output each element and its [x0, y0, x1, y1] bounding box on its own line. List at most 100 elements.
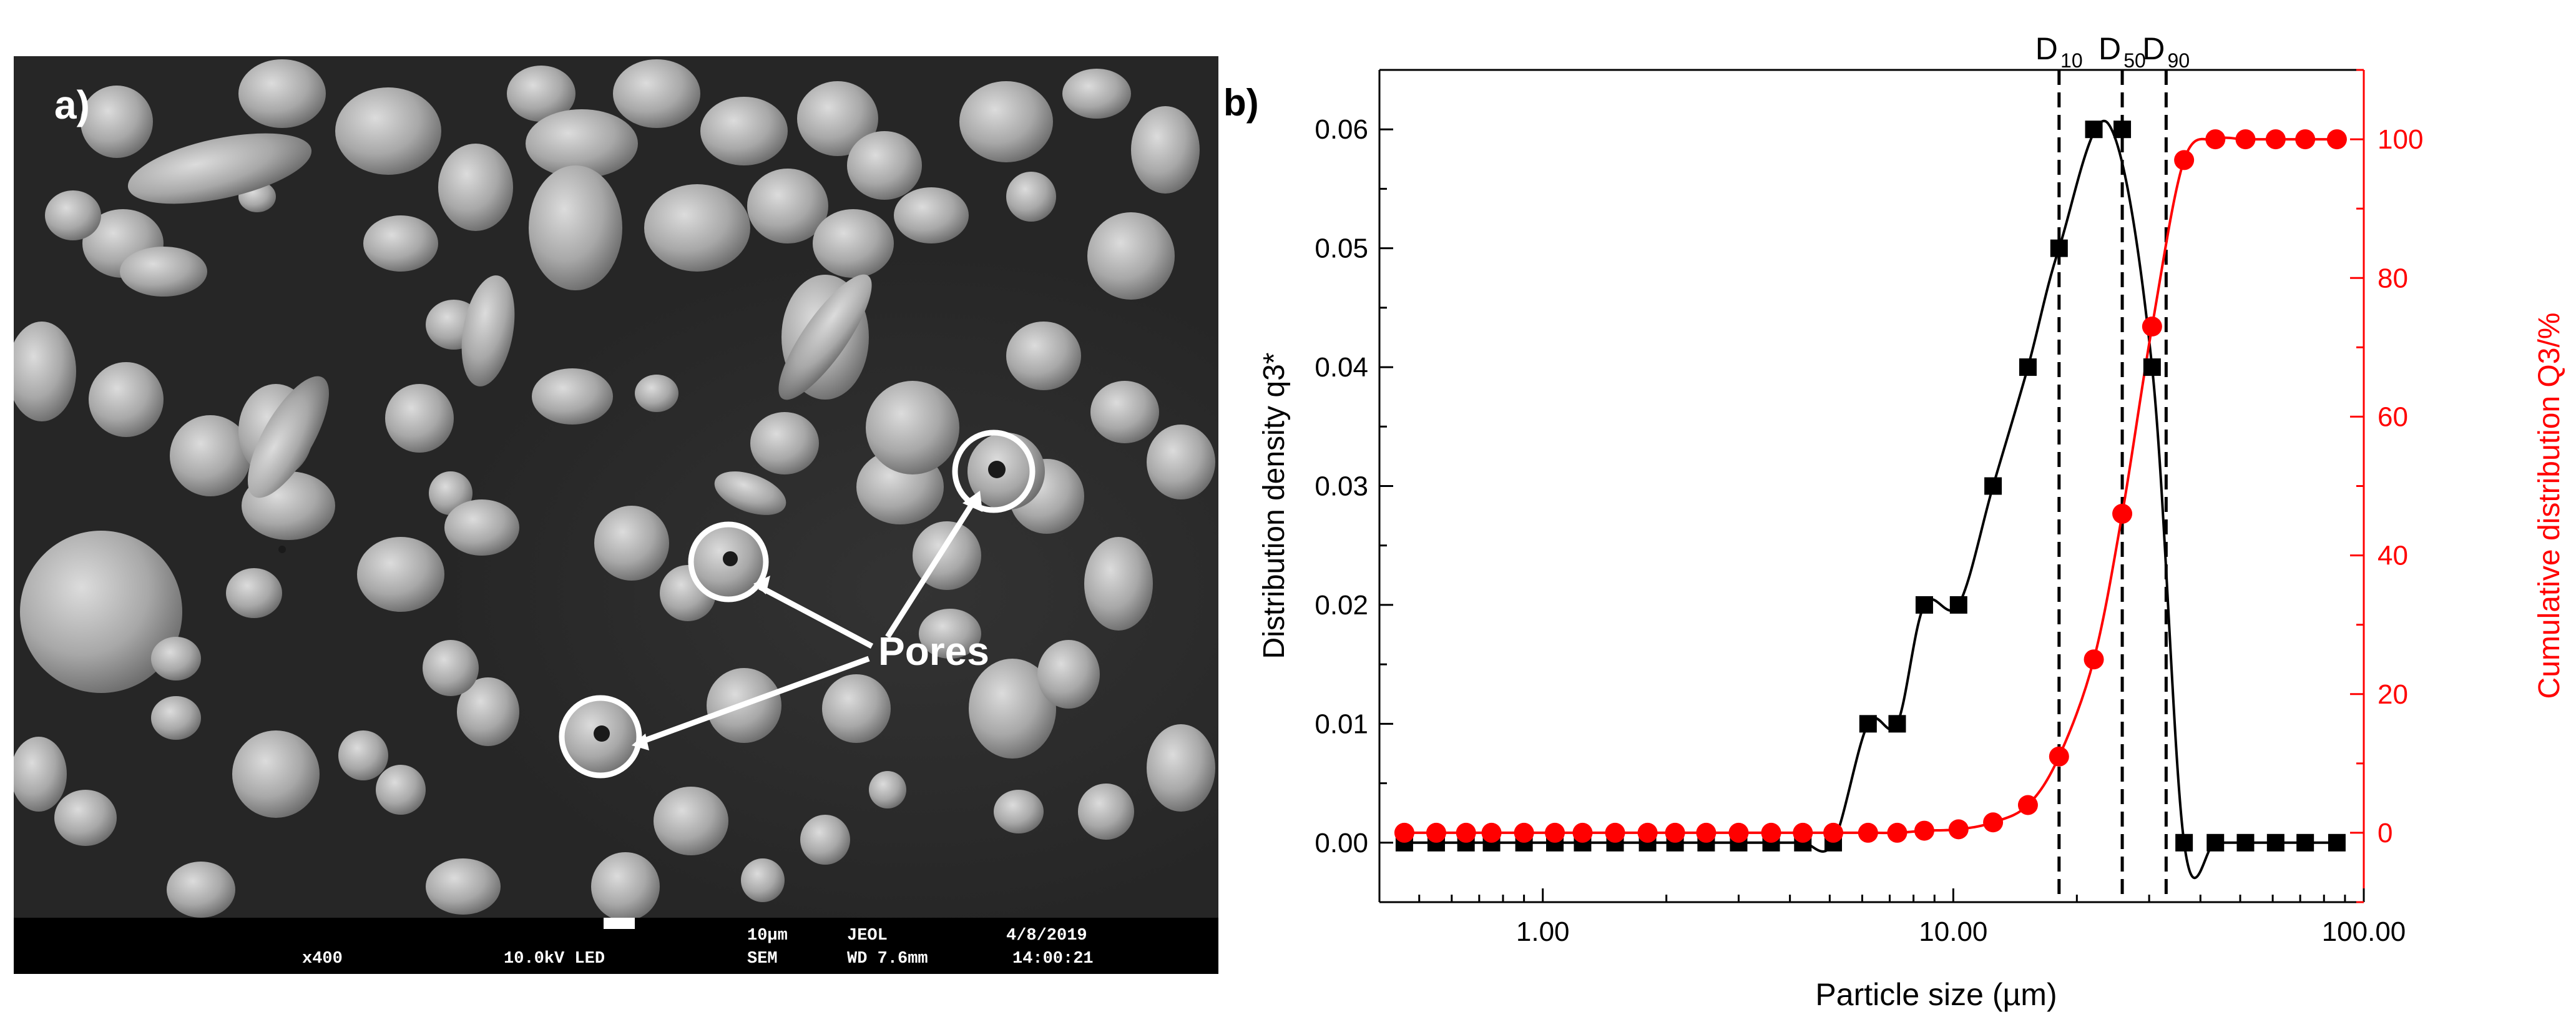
- density-point: [1859, 715, 1877, 733]
- cumulative-point: [1823, 822, 1844, 843]
- cumulative-point: [1456, 822, 1476, 843]
- powder-particle: [54, 790, 117, 846]
- powder-particle: [363, 215, 438, 272]
- y-left-tick-label: 0.04: [1315, 352, 1368, 383]
- powder-particle: [457, 677, 519, 746]
- cumulative-point: [1761, 822, 1781, 843]
- powder-particle: [778, 274, 872, 400]
- scale-text: 10µm: [747, 926, 788, 945]
- voltage-text: 10.0kV LED: [504, 950, 605, 968]
- powder-particle: [1131, 106, 1200, 194]
- cumulative-point: [1605, 822, 1625, 843]
- powder-particle: [894, 187, 969, 243]
- powder-particle: [20, 531, 182, 693]
- d-marker-subscript: 10: [2060, 49, 2083, 72]
- powder-particle: [526, 109, 638, 178]
- cumulative-point: [2235, 129, 2256, 150]
- powder-particle: [1037, 640, 1100, 709]
- powder-particle: [594, 506, 669, 581]
- powder-particles: [14, 59, 1215, 921]
- density-point: [1984, 477, 2002, 495]
- panel-a-label: a): [54, 82, 90, 127]
- sem-micrograph-panel: a) Pores 10µm JEOL 4/8/2019 x400 10.0kV …: [14, 56, 1218, 974]
- powder-particle: [1084, 537, 1153, 631]
- x-tick-label: 1.00: [1516, 916, 1570, 947]
- cumulative-point: [2265, 129, 2286, 150]
- powder-particle: [1078, 784, 1134, 840]
- cumulative-point: [2084, 649, 2104, 670]
- powder-particle: [591, 852, 660, 921]
- density-point: [2113, 120, 2132, 139]
- powder-particle: [127, 133, 312, 204]
- cumulative-point: [1948, 819, 1969, 840]
- y-left-tick-label: 0.00: [1315, 828, 1368, 858]
- powder-particle: [423, 640, 479, 696]
- powder-particle: [741, 858, 785, 902]
- psd-chart-panel: b) D 10 D 50 D 90 1.00 10.00 100.00 0.00 0.01 0.02…: [1218, 0, 2576, 1019]
- pore-arrow: [885, 498, 977, 639]
- powder-particle: [1147, 724, 1215, 812]
- time-text: 14:00:21: [1012, 950, 1094, 968]
- density-point: [2175, 833, 2193, 852]
- powder-particle: [847, 131, 922, 200]
- powder-particle: [866, 381, 959, 474]
- y-right-tick-label: 100: [2378, 124, 2423, 155]
- cumulative-point: [1394, 822, 1414, 843]
- arrowhead: [632, 734, 649, 750]
- y-left-tick-label: 0.02: [1315, 590, 1368, 621]
- powder-particle: [959, 81, 1053, 162]
- density-point: [2328, 833, 2346, 852]
- wd-text: WD 7.6mm: [847, 950, 928, 968]
- powder-particle: [800, 815, 850, 865]
- powder-particle: [151, 696, 201, 740]
- scale-bar: [604, 918, 635, 929]
- cumulative-point: [2205, 129, 2226, 150]
- cumulative-point: [1728, 822, 1749, 843]
- powder-particle: [529, 165, 622, 290]
- density-point: [1949, 596, 1967, 614]
- cumulative-point: [1481, 822, 1502, 843]
- cumulative-point: [1545, 822, 1565, 843]
- powder-particle: [357, 537, 444, 612]
- powder-particle: [120, 247, 207, 297]
- cumulative-point: [1665, 822, 1685, 843]
- powder-particle: [385, 384, 454, 453]
- cumulative-point: [2326, 129, 2347, 150]
- powder-particle: [507, 66, 575, 122]
- powder-particle: [869, 771, 906, 808]
- powder-particle: [167, 862, 235, 918]
- pore: [594, 725, 610, 742]
- density-point: [2236, 833, 2255, 852]
- cumulative-point: [2295, 129, 2316, 150]
- powder-particle: [644, 184, 750, 272]
- d-marker-subscript: 90: [2168, 49, 2190, 72]
- psd-chart: b) D 10 D 50D 90 1.00 10.00 100.000.000.010.02…: [1223, 31, 2566, 1012]
- axes: 1.00 10.00 100.00 0.00 0.01 0.02 0.03 0.04 0.05 0…: [1315, 69, 2423, 947]
- cumulative-point: [1572, 822, 1593, 843]
- cumulative-point: [1983, 812, 2004, 833]
- powder-particle: [89, 362, 164, 437]
- powder-particle: [376, 765, 426, 815]
- powder-particle: [635, 375, 678, 412]
- cumulative-point: [1637, 822, 1658, 843]
- y-left-tick-label: 0.01: [1315, 709, 1368, 739]
- pore-arrow: [758, 584, 874, 649]
- powder-particle: [654, 787, 728, 855]
- density-point: [2266, 833, 2285, 852]
- y-right-tick-label: 80: [2378, 263, 2408, 293]
- d-marker-label: D: [2142, 31, 2165, 66]
- density-point: [2143, 358, 2161, 376]
- cumulative-point: [1914, 820, 1934, 841]
- sem-image: a) Pores 10µm JEOL 4/8/2019 x400 10.0kV …: [14, 56, 1218, 974]
- arrowhead: [962, 491, 982, 512]
- density-point: [2206, 833, 2225, 852]
- powder-particle: [1062, 69, 1131, 119]
- pore: [723, 551, 738, 566]
- cumulative-point: [2174, 150, 2195, 170]
- powder-particle: [1006, 172, 1056, 222]
- d-marker-label: D: [2099, 31, 2121, 66]
- y-right-tick-label: 20: [2378, 679, 2408, 710]
- powder-particle: [170, 415, 251, 496]
- powder-particle: [248, 376, 329, 498]
- density-point: [1915, 596, 1933, 614]
